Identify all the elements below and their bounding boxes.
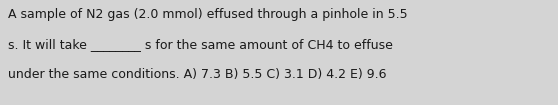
Text: under the same conditions. A) 7.3 B) 5.5 C) 3.1 D) 4.2 E) 9.6: under the same conditions. A) 7.3 B) 5.5… [8,68,387,81]
Text: s. It will take ________ s for the same amount of CH4 to effuse: s. It will take ________ s for the same … [8,38,393,51]
Text: A sample of N2 gas (2.0 mmol) effused through a pinhole in 5.5: A sample of N2 gas (2.0 mmol) effused th… [8,8,408,21]
